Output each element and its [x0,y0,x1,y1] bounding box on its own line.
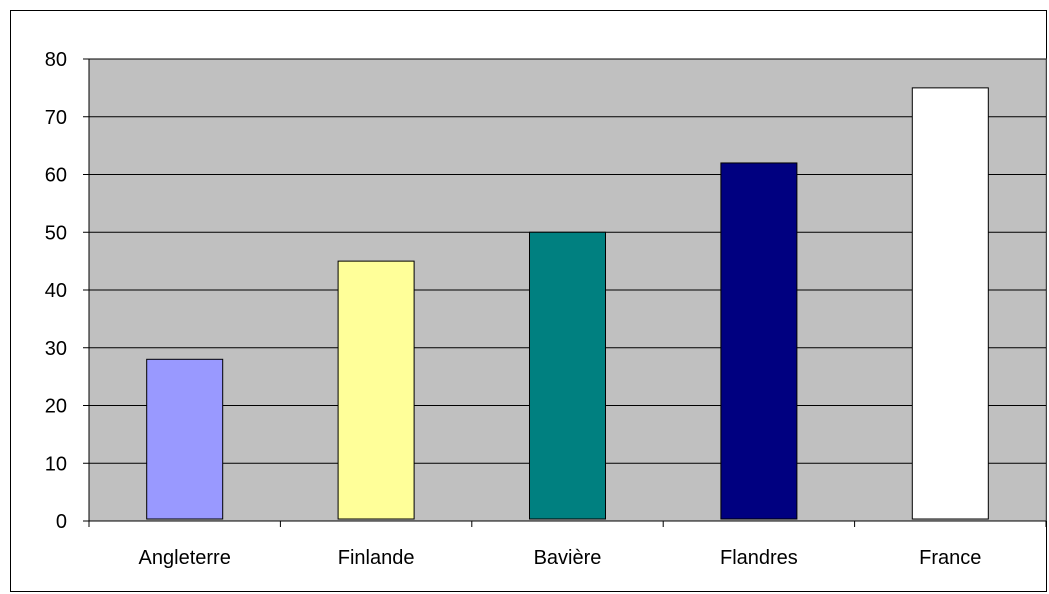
y-tick-label-70: 70 [45,107,67,129]
bar-angleterre [146,358,224,520]
x-tick-label-bavi-re: Bavière [534,547,602,569]
bar-finlande [337,260,415,520]
y-tick-label-60: 60 [45,165,67,187]
y-tick-label-80: 80 [45,49,67,71]
bar-flandres [720,162,798,520]
y-tick-label-40: 40 [45,280,67,302]
y-tick-label-30: 30 [45,338,67,360]
x-tick-label-angleterre: Angleterre [139,547,231,569]
y-axis-ticks [83,58,89,522]
x-axis-ticks [88,521,1047,527]
x-tick-label-france: France [919,547,981,569]
x-tick-label-finlande: Finlande [338,547,415,569]
y-tick-label-0: 0 [56,511,67,533]
x-axis-labels: Angleterre Finlande Bavière Flandres France [139,547,982,569]
y-tick-label-20: 20 [45,396,67,418]
x-tick-label-flandres: Flandres [720,547,798,569]
bar-bavi-re [529,231,606,520]
y-axis-labels: 0 10 20 30 40 50 60 70 80 [45,49,67,533]
bar-france [911,87,989,520]
bars [146,87,989,520]
y-tick-label-10: 10 [45,453,67,475]
y-tick-label-50: 50 [45,222,67,244]
